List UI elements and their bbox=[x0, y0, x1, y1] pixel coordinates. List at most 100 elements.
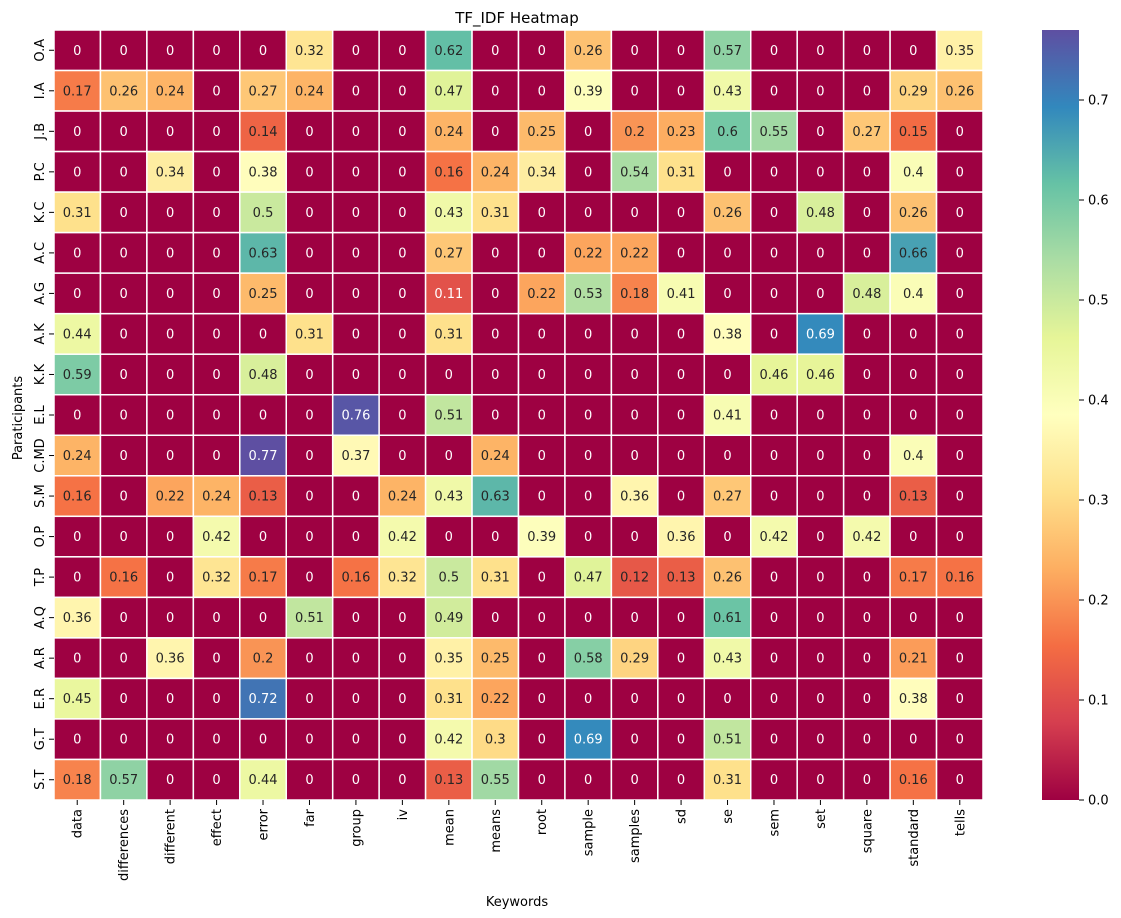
heatmap-cell bbox=[53, 150, 102, 193]
x-tick-label: different bbox=[164, 809, 179, 864]
cell-value-label: 0.38 bbox=[713, 327, 742, 342]
cell-value-label: 0 bbox=[352, 125, 360, 140]
x-tick-label: group bbox=[349, 809, 364, 847]
heatmap-cell bbox=[610, 677, 659, 720]
cell-value-label: 0.45 bbox=[63, 692, 92, 707]
heatmap-cell bbox=[517, 69, 566, 112]
cell-value-label: 0 bbox=[398, 84, 406, 99]
cell-value-label: 0 bbox=[770, 409, 778, 424]
cell-value-label: 0.31 bbox=[667, 165, 696, 180]
cell-value-label: 0 bbox=[212, 84, 220, 99]
cell-value-label: 0 bbox=[630, 611, 638, 626]
y-tick-label: S.M bbox=[33, 484, 48, 508]
heatmap-cell bbox=[378, 637, 427, 680]
cell-value-label: 0.63 bbox=[481, 490, 510, 505]
x-axis-ticks: data differences different effect error far gr… bbox=[71, 800, 968, 881]
cell-value-label: 0 bbox=[677, 368, 685, 383]
cell-value-label: 0 bbox=[956, 368, 964, 383]
cell-value-label: 0.22 bbox=[527, 287, 556, 302]
heatmap-cell bbox=[424, 718, 473, 761]
cell-value-label: 0 bbox=[538, 327, 546, 342]
heatmap-cell bbox=[99, 312, 148, 355]
cell-value-label: 0 bbox=[584, 206, 592, 221]
cell-value-label: 0.32 bbox=[295, 44, 324, 59]
cell-value-label: 0.57 bbox=[109, 773, 138, 788]
heatmap-cell bbox=[239, 475, 288, 518]
cell-value-label: 0.31 bbox=[295, 327, 324, 342]
cell-value-label: 0.61 bbox=[713, 611, 742, 626]
cell-value-label: 0 bbox=[120, 287, 128, 302]
cell-value-label: 0 bbox=[770, 611, 778, 626]
cell-value-label: 0 bbox=[120, 125, 128, 140]
cell-value-label: 0.22 bbox=[574, 246, 603, 261]
cell-value-label: 0 bbox=[770, 287, 778, 302]
cell-value-label: 0 bbox=[73, 44, 81, 59]
colorbar bbox=[1042, 30, 1079, 800]
cell-value-label: 0.27 bbox=[713, 490, 742, 505]
heatmap-cell bbox=[564, 515, 613, 558]
heatmap-cell bbox=[471, 231, 520, 274]
cell-value-label: 0.24 bbox=[202, 490, 231, 505]
cell-value-label: 0 bbox=[956, 652, 964, 667]
cell-value-label: 0 bbox=[259, 611, 267, 626]
cell-value-label: 0.57 bbox=[713, 44, 742, 59]
cell-value-label: 0.69 bbox=[574, 733, 603, 748]
cell-value-label: 0 bbox=[956, 773, 964, 788]
cell-value-label: 0 bbox=[816, 571, 824, 586]
cell-value-label: 0.16 bbox=[109, 571, 138, 586]
colorbar-tick-label: 0.3 bbox=[1088, 494, 1109, 509]
cell-value-label: 0 bbox=[120, 246, 128, 261]
heatmap-cell bbox=[99, 677, 148, 720]
cell-value-label: 0.5 bbox=[438, 571, 459, 586]
cell-value-label: 0 bbox=[584, 165, 592, 180]
y-tick-label: A.Q bbox=[33, 606, 48, 629]
heatmap-cell bbox=[750, 110, 798, 153]
cell-value-label: 0 bbox=[770, 44, 778, 59]
cell-value-label: 0 bbox=[352, 44, 360, 59]
cell-value-label: 0.47 bbox=[574, 571, 603, 586]
cell-value-label: 0 bbox=[816, 530, 824, 545]
cell-value-label: 0 bbox=[305, 773, 313, 788]
heatmap-cell bbox=[99, 191, 148, 234]
cell-value-label: 0 bbox=[491, 611, 499, 626]
cell-value-label: 0.26 bbox=[574, 44, 603, 59]
y-tick-label: A.C bbox=[33, 242, 48, 264]
cell-value-label: 0.77 bbox=[249, 449, 278, 464]
cell-value-label: 0 bbox=[538, 692, 546, 707]
heatmap-cell bbox=[285, 434, 334, 477]
cell-value-label: 0 bbox=[120, 449, 128, 464]
cell-value-label: 0 bbox=[956, 327, 964, 342]
heatmap-cell bbox=[564, 718, 613, 761]
heatmap-cell bbox=[935, 556, 984, 599]
cell-value-label: 0 bbox=[584, 692, 592, 707]
x-tick-label: tells bbox=[953, 809, 968, 836]
heatmap-cell bbox=[750, 393, 798, 437]
cell-value-label: 0 bbox=[73, 733, 81, 748]
heatmap-cell bbox=[331, 150, 380, 193]
cell-value-label: 0 bbox=[677, 692, 685, 707]
heatmap-cell bbox=[842, 596, 891, 639]
cell-value-label: 0 bbox=[770, 327, 778, 342]
x-tick-label: means bbox=[489, 809, 504, 853]
cell-value-label: 0 bbox=[73, 246, 81, 261]
colorbar-tick-label: 0.4 bbox=[1088, 394, 1109, 409]
heatmap-cell bbox=[378, 434, 427, 477]
heatmap-cell bbox=[842, 515, 891, 558]
cell-value-label: 0 bbox=[259, 44, 267, 59]
cell-value-label: 0.16 bbox=[945, 571, 974, 586]
heatmap-cell bbox=[564, 556, 613, 599]
x-tick-label: square bbox=[860, 809, 875, 853]
cell-value-label: 0 bbox=[398, 692, 406, 707]
cell-value-label: 0.42 bbox=[202, 530, 231, 545]
cell-value-label: 0 bbox=[352, 327, 360, 342]
heatmap-cell bbox=[239, 556, 288, 599]
cell-value-label: 0 bbox=[166, 206, 174, 221]
cell-value-label: 0.24 bbox=[63, 449, 92, 464]
cell-value-label: 0 bbox=[259, 409, 267, 424]
heatmap-cell bbox=[99, 393, 148, 437]
cell-value-label: 0 bbox=[863, 773, 871, 788]
cell-value-label: 0 bbox=[305, 733, 313, 748]
y-tick-label: E.R bbox=[33, 688, 48, 709]
heatmap-cell bbox=[750, 596, 798, 639]
